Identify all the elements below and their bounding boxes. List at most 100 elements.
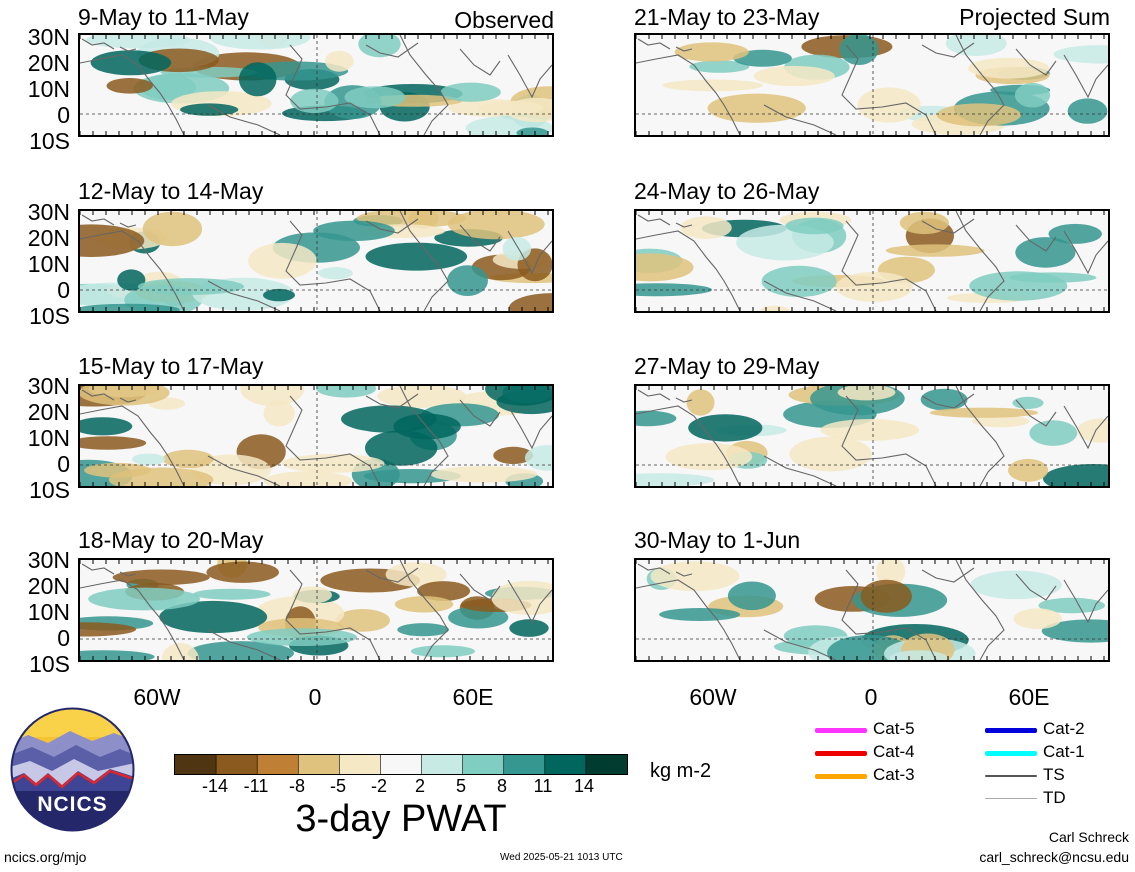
coastline bbox=[955, 211, 1005, 311]
anomaly-region bbox=[837, 386, 896, 401]
anomaly-region bbox=[240, 386, 305, 407]
coastline bbox=[1063, 405, 1108, 450]
coastline bbox=[80, 579, 185, 660]
coastline bbox=[207, 280, 281, 311]
lat-label: 0 bbox=[57, 451, 70, 477]
anomaly-region bbox=[707, 93, 806, 123]
pwat-map-panel bbox=[78, 384, 554, 488]
coastline bbox=[1063, 230, 1108, 275]
anomaly-region bbox=[929, 407, 1039, 418]
anomaly-region bbox=[820, 419, 920, 441]
colorbar-swatch bbox=[421, 755, 464, 774]
colorbar-swatch bbox=[257, 755, 299, 774]
coastline bbox=[80, 405, 185, 486]
legend-label: TD bbox=[1043, 788, 1066, 807]
coastline bbox=[80, 230, 185, 311]
anomaly-region bbox=[516, 127, 549, 135]
coastline bbox=[636, 54, 741, 135]
anomaly-region bbox=[789, 436, 872, 472]
colorbar-tick: -2 bbox=[370, 776, 387, 796]
ts-line-swatch bbox=[985, 775, 1037, 777]
td-line-swatch bbox=[985, 798, 1037, 799]
anomaly-region bbox=[112, 569, 210, 586]
coastline bbox=[675, 397, 693, 403]
cat3-line-swatch bbox=[815, 774, 867, 779]
legend-label: Cat-2 bbox=[1043, 719, 1085, 738]
legend-label: Cat-1 bbox=[1043, 742, 1085, 761]
lat-label: 20N bbox=[27, 225, 70, 251]
anomaly-region bbox=[1041, 619, 1108, 643]
coastline bbox=[399, 35, 449, 135]
coastline bbox=[119, 571, 137, 577]
lon-label: 60E bbox=[452, 684, 494, 710]
colorbar-units: kg m-2 bbox=[650, 760, 712, 782]
lat-label: 10N bbox=[27, 251, 70, 277]
anomaly-region bbox=[478, 100, 544, 115]
colorbar-tick: 14 bbox=[573, 776, 595, 796]
lat-label: 0 bbox=[57, 102, 70, 128]
lat-label: 10S bbox=[29, 128, 70, 154]
anomaly-region bbox=[377, 386, 467, 408]
pwat-map-panel bbox=[78, 558, 554, 662]
anomaly-region bbox=[524, 445, 552, 471]
footer-email[interactable]: carl_schreck@ncsu.edu bbox=[979, 849, 1129, 865]
coastline bbox=[763, 629, 837, 660]
anomaly-region bbox=[187, 641, 294, 660]
coastline bbox=[637, 38, 671, 50]
coastline bbox=[675, 571, 693, 577]
anomaly-region bbox=[80, 650, 155, 660]
panel-title: 30-May to 1-Jun bbox=[634, 527, 801, 553]
anomaly-region bbox=[313, 220, 395, 241]
anomaly-region bbox=[90, 50, 172, 76]
lon-label: 60W bbox=[689, 684, 737, 710]
anomaly-region bbox=[410, 645, 475, 658]
coastline bbox=[285, 44, 381, 135]
coastline bbox=[399, 560, 449, 660]
lat-label: 10N bbox=[27, 76, 70, 102]
coastline bbox=[119, 46, 137, 52]
anomaly-region bbox=[857, 87, 921, 123]
panel-title: 12-May to 14-May bbox=[78, 178, 264, 204]
coastline bbox=[636, 405, 741, 486]
coastline bbox=[399, 386, 449, 486]
panel-title: 24-May to 26-May bbox=[634, 178, 820, 204]
colorbar-swatch bbox=[380, 755, 423, 774]
observed-label: Observed bbox=[454, 7, 554, 33]
colorbar-tick: 5 bbox=[455, 776, 466, 796]
panel-title: 27-May to 29-May bbox=[634, 353, 820, 379]
panel-title: 15-May to 17-May bbox=[78, 353, 264, 379]
anomaly-region bbox=[636, 473, 715, 486]
pwat-map-panel bbox=[78, 209, 554, 313]
colorbar-swatch bbox=[503, 755, 546, 774]
anomaly-region bbox=[968, 57, 1050, 79]
coastline bbox=[763, 104, 837, 135]
legend-label: Cat-3 bbox=[873, 765, 915, 784]
anomaly-region bbox=[290, 88, 339, 114]
anomaly-region bbox=[263, 471, 353, 486]
anomaly-region bbox=[80, 436, 147, 450]
anomaly-region bbox=[885, 244, 985, 257]
lat-label: 20N bbox=[27, 50, 70, 76]
anomaly-region bbox=[80, 303, 180, 311]
colorbar-swatch bbox=[216, 755, 258, 774]
anomaly-region bbox=[662, 79, 763, 92]
pwat-map-panel bbox=[634, 384, 1110, 488]
coastline bbox=[637, 389, 671, 401]
anomaly-region bbox=[969, 271, 1068, 301]
colorbar-tick: 2 bbox=[414, 776, 425, 796]
anomaly-region bbox=[365, 242, 468, 271]
colorbar-tick: 11 bbox=[533, 776, 553, 796]
coastline bbox=[955, 560, 1005, 660]
ncics-logo: NCICS bbox=[10, 707, 135, 832]
coastline bbox=[1063, 579, 1108, 624]
cat4-line-swatch bbox=[815, 751, 867, 756]
lat-label: 10S bbox=[29, 477, 70, 503]
colorbar-tick: -14 bbox=[201, 776, 228, 796]
anomaly-region bbox=[636, 410, 677, 427]
anomaly-region bbox=[839, 35, 879, 65]
coastline bbox=[459, 224, 501, 252]
coastline bbox=[841, 44, 937, 135]
footer-url[interactable]: ncics.org/mjo bbox=[4, 849, 87, 865]
coastline bbox=[637, 563, 671, 575]
anomaly-region bbox=[80, 386, 170, 406]
